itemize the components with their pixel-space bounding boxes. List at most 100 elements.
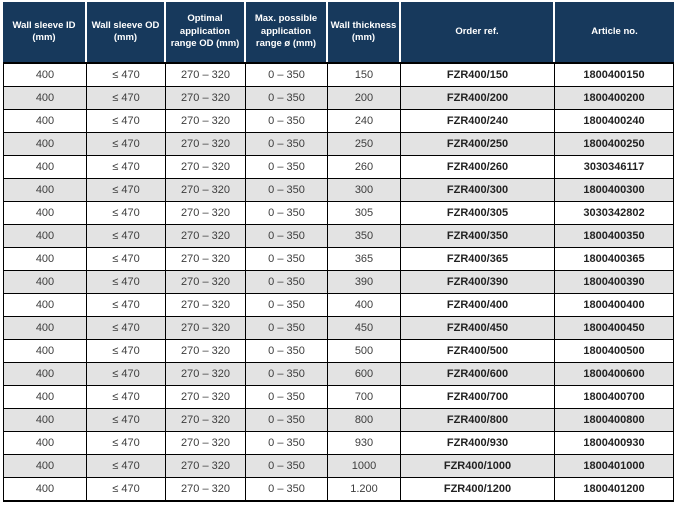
table-cell: ≤ 470 [87, 248, 166, 271]
table-body: 400 ≤ 470 270 – 320 0 – 350 150 FZR400/150 180… [3, 62, 674, 502]
table-row: 400 ≤ 470 270 – 320 0 – 350 150 FZR400/150 180… [3, 62, 674, 87]
table-header-row: Wall sleeve ID (mm) Wall sleeve OD (mm) … [3, 2, 674, 62]
table-cell: 270 – 320 [166, 455, 246, 478]
table-cell: FZR400/250 [401, 133, 555, 156]
table-cell: 270 – 320 [166, 133, 246, 156]
table-cell: 1800400600 [555, 363, 674, 386]
table-cell: 270 – 320 [166, 156, 246, 179]
column-header-wall-sleeve-id: Wall sleeve ID (mm) [3, 2, 87, 62]
table-cell: 270 – 320 [166, 248, 246, 271]
table-cell: 0 – 350 [246, 156, 328, 179]
table-row: 400 ≤ 470 270 – 320 0 – 350 305 FZR400/305 303… [3, 202, 674, 225]
table-cell: 0 – 350 [246, 478, 328, 502]
table-cell: ≤ 470 [87, 409, 166, 432]
table-cell: ≤ 470 [87, 179, 166, 202]
table-cell: ≤ 470 [87, 363, 166, 386]
table-cell: 1800400300 [555, 179, 674, 202]
table-cell: ≤ 470 [87, 202, 166, 225]
table-cell: 0 – 350 [246, 87, 328, 110]
table-cell: 0 – 350 [246, 455, 328, 478]
table-cell: ≤ 470 [87, 478, 166, 502]
table-cell: 1.200 [328, 478, 401, 502]
table-cell: 1000 [328, 455, 401, 478]
table-cell: 400 [3, 110, 87, 133]
table-cell: 1800400450 [555, 317, 674, 340]
table-cell: 270 – 320 [166, 409, 246, 432]
table-row: 400 ≤ 470 270 – 320 0 – 350 800 FZR400/800 180… [3, 409, 674, 432]
table-cell: 400 [3, 317, 87, 340]
table-cell: 800 [328, 409, 401, 432]
table-cell: FZR400/500 [401, 340, 555, 363]
table-cell: 400 [3, 455, 87, 478]
table-cell: 400 [3, 156, 87, 179]
table-cell: 0 – 350 [246, 248, 328, 271]
table-cell: FZR400/390 [401, 271, 555, 294]
table-cell: 250 [328, 133, 401, 156]
table-cell: 200 [328, 87, 401, 110]
table-cell: FZR400/1200 [401, 478, 555, 502]
column-header-article-no: Article no. [555, 2, 674, 62]
table-cell: 1800400250 [555, 133, 674, 156]
table-row: 400 ≤ 470 270 – 320 0 – 350 1.200 FZR400/1200… [3, 478, 674, 502]
column-header-order-ref: Order ref. [401, 2, 555, 62]
table-cell: 400 [3, 87, 87, 110]
table-cell: 400 [3, 179, 87, 202]
table-cell: 1800400390 [555, 271, 674, 294]
table-cell: 270 – 320 [166, 202, 246, 225]
table-header: Wall sleeve ID (mm) Wall sleeve OD (mm) … [3, 2, 674, 62]
table-cell: 0 – 350 [246, 340, 328, 363]
table-cell: 400 [3, 432, 87, 455]
table-cell: 0 – 350 [246, 202, 328, 225]
table-row: 400 ≤ 470 270 – 320 0 – 350 450 FZR400/450 180… [3, 317, 674, 340]
table-cell: 270 – 320 [166, 386, 246, 409]
table-cell: ≤ 470 [87, 110, 166, 133]
column-header-wall-thickness: Wall thickness (mm) [328, 2, 401, 62]
table-cell: FZR400/300 [401, 179, 555, 202]
table-row: 400 ≤ 470 270 – 320 0 – 350 400 FZR400/400 180… [3, 294, 674, 317]
table-cell: 270 – 320 [166, 271, 246, 294]
table-cell: ≤ 470 [87, 294, 166, 317]
column-header-optimal-application-range: Optimal application range OD (mm) [166, 2, 246, 62]
column-header-max-possible-application-range: Max. possible application range ø (mm) [246, 2, 328, 62]
table-cell: 1800401200 [555, 478, 674, 502]
table-cell: 260 [328, 156, 401, 179]
table-row: 400 ≤ 470 270 – 320 0 – 350 365 FZR400/365 180… [3, 248, 674, 271]
table-cell: 270 – 320 [166, 62, 246, 87]
table-cell: 400 [328, 294, 401, 317]
table-cell: FZR400/305 [401, 202, 555, 225]
table-cell: ≤ 470 [87, 133, 166, 156]
table-cell: ≤ 470 [87, 156, 166, 179]
table-cell: 1800400500 [555, 340, 674, 363]
table-cell: 400 [3, 294, 87, 317]
table-cell: 400 [3, 478, 87, 502]
table-cell: 400 [3, 62, 87, 87]
table-cell: 3030342802 [555, 202, 674, 225]
table-cell: 0 – 350 [246, 225, 328, 248]
table-cell: FZR400/1000 [401, 455, 555, 478]
table-cell: FZR400/450 [401, 317, 555, 340]
table-cell: 270 – 320 [166, 340, 246, 363]
table-cell: ≤ 470 [87, 455, 166, 478]
table-cell: 270 – 320 [166, 294, 246, 317]
table-cell: 350 [328, 225, 401, 248]
table-cell: 450 [328, 317, 401, 340]
table-cell: ≤ 470 [87, 271, 166, 294]
table-cell: 1800400200 [555, 87, 674, 110]
table-cell: FZR400/365 [401, 248, 555, 271]
table-cell: 270 – 320 [166, 478, 246, 502]
table-cell: FZR400/260 [401, 156, 555, 179]
table-cell: ≤ 470 [87, 87, 166, 110]
table-cell: 150 [328, 62, 401, 87]
table-cell: 0 – 350 [246, 62, 328, 87]
table-cell: FZR400/200 [401, 87, 555, 110]
table-row: 400 ≤ 470 270 – 320 0 – 350 250 FZR400/250 180… [3, 133, 674, 156]
table-cell: 0 – 350 [246, 386, 328, 409]
table-cell: 270 – 320 [166, 110, 246, 133]
product-specification-table: Wall sleeve ID (mm) Wall sleeve OD (mm) … [3, 2, 674, 502]
table-cell: 270 – 320 [166, 179, 246, 202]
table-cell: 270 – 320 [166, 432, 246, 455]
table-cell: 400 [3, 386, 87, 409]
table-cell: FZR400/700 [401, 386, 555, 409]
table-row: 400 ≤ 470 270 – 320 0 – 350 350 FZR400/350 180… [3, 225, 674, 248]
table-cell: ≤ 470 [87, 225, 166, 248]
